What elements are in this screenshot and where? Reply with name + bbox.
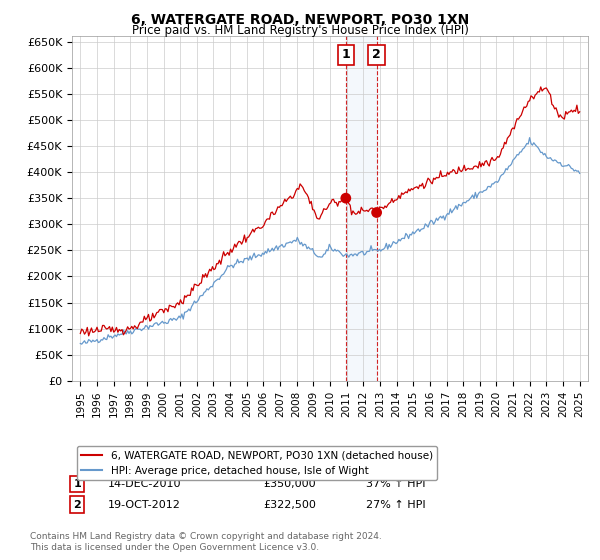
Text: 14-DEC-2010: 14-DEC-2010	[108, 479, 182, 489]
Point	[372, 208, 382, 217]
Text: Contains HM Land Registry data © Crown copyright and database right 2024.
This d: Contains HM Land Registry data © Crown c…	[30, 532, 382, 552]
Text: £322,500: £322,500	[263, 500, 316, 510]
Text: £350,000: £350,000	[263, 479, 316, 489]
Text: 37% ↑ HPI: 37% ↑ HPI	[366, 479, 425, 489]
Point	[341, 194, 350, 203]
Bar	[346, 36, 377, 381]
Text: 2: 2	[73, 500, 81, 510]
Text: 1: 1	[341, 49, 350, 62]
Text: Price paid vs. HM Land Registry's House Price Index (HPI): Price paid vs. HM Land Registry's House …	[131, 24, 469, 36]
Legend: 6, WATERGATE ROAD, NEWPORT, PO30 1XN (detached house), HPI: Average price, detac: 6, WATERGATE ROAD, NEWPORT, PO30 1XN (de…	[77, 446, 437, 480]
Text: 19-OCT-2012: 19-OCT-2012	[108, 500, 181, 510]
Text: 27% ↑ HPI: 27% ↑ HPI	[366, 500, 426, 510]
Text: 2: 2	[372, 49, 381, 62]
Text: 6, WATERGATE ROAD, NEWPORT, PO30 1XN: 6, WATERGATE ROAD, NEWPORT, PO30 1XN	[131, 13, 469, 27]
Text: 1: 1	[73, 479, 81, 489]
